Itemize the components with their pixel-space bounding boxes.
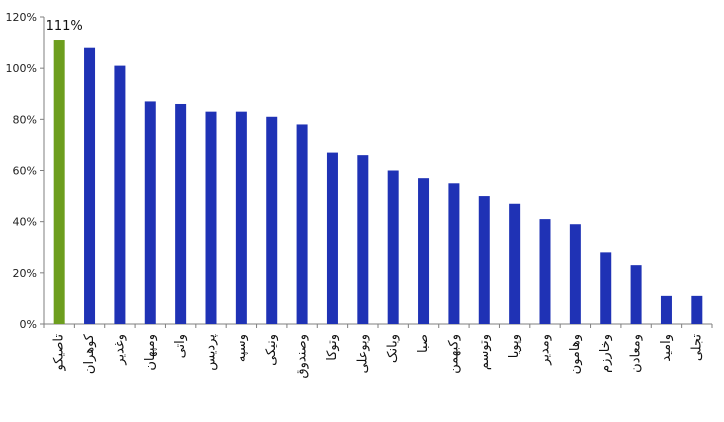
category-label: وبوعلی (355, 334, 370, 374)
category-label: تاصیکو (52, 334, 67, 372)
bar-3 (144, 101, 156, 324)
y-tick-label: 0% (20, 318, 37, 331)
bar-4 (175, 103, 187, 324)
category-label: ومدیر (538, 334, 553, 366)
y-tick-label: 60% (13, 165, 37, 178)
category-label: وهامون (568, 334, 583, 374)
category-label: پردیس (204, 334, 219, 371)
bar-1 (84, 47, 96, 324)
category-label: وصندوق (295, 334, 310, 378)
category-label: صبا (416, 334, 431, 353)
category-label: وخارزم (598, 334, 613, 373)
bar-8 (296, 124, 308, 324)
category-label: وسپه (234, 334, 249, 362)
bar-10 (357, 155, 369, 324)
category-label: وپویا (507, 334, 522, 358)
category-label: وغدیر (112, 334, 127, 366)
category-label: ومپهان (143, 334, 158, 371)
category-label: ونیکی (264, 334, 279, 366)
y-tick-label: 80% (13, 113, 37, 126)
bar-20 (660, 295, 672, 324)
bar-6 (235, 111, 247, 325)
category-label: وتوکا (325, 334, 340, 361)
category-label: واتی (173, 334, 188, 358)
bar-11 (387, 170, 399, 324)
bar-13 (448, 183, 460, 324)
bar-21 (691, 295, 703, 324)
category-label: وتوسم (477, 334, 492, 370)
data-label: 111% (46, 19, 83, 34)
bar-15 (509, 203, 521, 324)
bar-12 (418, 178, 430, 324)
category-label: تجلی (689, 334, 704, 362)
bar-18 (600, 252, 612, 324)
bar-16 (539, 219, 551, 324)
category-label: ومعادن (629, 334, 644, 373)
y-tick-label: 20% (13, 267, 37, 280)
bar-17 (569, 224, 581, 324)
bar-0 (53, 40, 65, 325)
bar-9 (326, 152, 338, 324)
category-label: وبانک (386, 334, 401, 363)
y-tick-label: 100% (6, 62, 37, 75)
category-label: وامید (659, 334, 674, 362)
y-tick-label: 40% (13, 216, 37, 229)
category-label: وکبهمن (446, 334, 461, 374)
bar-7 (266, 116, 278, 325)
category-label: کوهران (82, 333, 97, 374)
y-tick-label: 120% (6, 11, 37, 24)
bar-19 (630, 265, 642, 324)
bar-14 (478, 196, 490, 324)
bar-5 (205, 111, 217, 325)
bar-2 (114, 65, 126, 324)
